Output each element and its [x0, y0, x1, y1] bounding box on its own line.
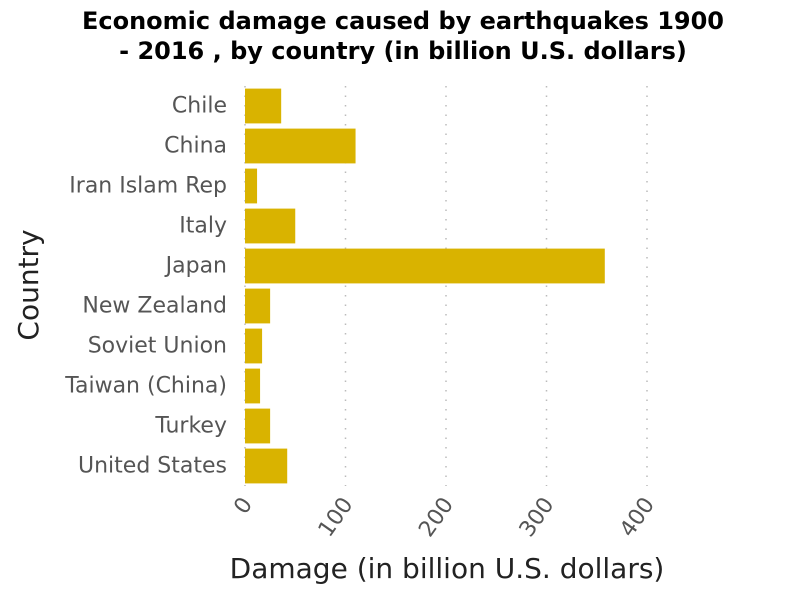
category-label: Taiwan (China)	[64, 374, 227, 399]
bars	[245, 88, 605, 484]
chart-title: Economic damage caused by earthquakes 19…	[0, 6, 806, 66]
x-tick-labels: 0 100 200 300 400	[229, 493, 660, 542]
bar	[245, 408, 271, 444]
category-label: Italy	[179, 214, 227, 239]
category-label: New Zealand	[82, 294, 227, 319]
x-tick-label: 0	[229, 493, 258, 519]
category-label: Turkey	[154, 414, 227, 439]
x-tick-label: 400	[615, 493, 660, 542]
category-label: Japan	[164, 254, 227, 279]
bar	[245, 248, 605, 284]
bar	[245, 208, 296, 244]
bar	[245, 328, 263, 364]
category-labels: Chile China Iran Islam Rep Italy Japan New Ze…	[64, 94, 227, 479]
category-label: Chile	[172, 94, 227, 119]
category-label: Soviet Union	[88, 334, 227, 359]
bar	[245, 128, 356, 164]
category-label: United States	[78, 454, 227, 479]
category-label: China	[164, 134, 227, 159]
x-tick-label: 300	[515, 493, 560, 542]
bar	[245, 288, 271, 324]
category-label: Iran Islam Rep	[69, 174, 227, 199]
chart-title-line-1: Economic damage caused by earthquakes 19…	[81, 7, 725, 35]
bar	[245, 88, 282, 124]
bar	[245, 368, 261, 404]
x-tick-label: 200	[414, 493, 459, 542]
chart-title-line-2: - 2016 , by country (in billion U.S. dol…	[119, 37, 687, 65]
x-axis-title: Damage (in billion U.S. dollars)	[230, 552, 665, 585]
bar	[245, 448, 288, 484]
bar	[245, 168, 258, 204]
x-tick-label: 100	[314, 493, 359, 542]
y-axis-title: Country	[12, 229, 45, 340]
